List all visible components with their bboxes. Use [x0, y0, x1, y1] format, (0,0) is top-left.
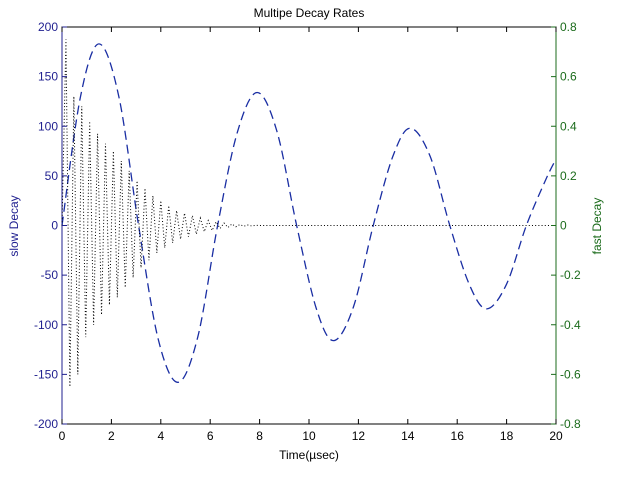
left-tick-label: 50: [45, 169, 59, 183]
chart-title: Multipe Decay Rates: [254, 6, 365, 20]
series-line-slow-decay: [61, 43, 557, 383]
left-tick-label: -200: [34, 417, 58, 431]
bottom-tick-label: 6: [207, 429, 214, 443]
right-tick-label: 0: [560, 219, 567, 233]
y-axis-label-right: fast Decay: [590, 198, 604, 255]
left-tick-label: -100: [34, 318, 58, 332]
plot-area: [61, 26, 557, 425]
left-tick-label: 0: [51, 219, 58, 233]
right-axis: -0.8 -0.6 -0.4 -0.2 0 0.2 0.4 0.6 0.8: [551, 20, 581, 431]
plot-frame: [61, 26, 557, 425]
bottom-tick-label: 0: [59, 429, 66, 443]
right-tick-label: 0.4: [560, 119, 577, 133]
right-tick-label: -0.6: [560, 367, 581, 381]
left-tick-label: -50: [41, 268, 59, 282]
right-tick-label: -0.2: [560, 268, 581, 282]
left-axis: -200 -150 -100 -50 0 50 100 150 200: [34, 20, 67, 431]
left-tick-label: 200: [38, 20, 58, 34]
bottom-tick-label: 14: [401, 429, 415, 443]
right-tick-label: 0.6: [560, 70, 577, 84]
left-tick-label: 150: [38, 70, 58, 84]
left-tick-label: 100: [38, 119, 58, 133]
x-axis-label: Time(µsec): [279, 448, 339, 462]
left-tick-label: -150: [34, 367, 58, 381]
bottom-tick-label: 18: [500, 429, 514, 443]
y-axis-label-left: slow Decay: [7, 195, 21, 256]
right-tick-label: -0.8: [560, 417, 581, 431]
right-tick-label: -0.4: [560, 318, 581, 332]
bottom-tick-label: 20: [549, 429, 563, 443]
bottom-tick-label: 2: [108, 429, 115, 443]
bottom-tick-label: 4: [157, 429, 164, 443]
right-tick-label: 0.2: [560, 169, 577, 183]
bottom-tick-label: 16: [451, 429, 465, 443]
bottom-tick-label: 12: [352, 429, 366, 443]
series-line-fast-decay: [61, 39, 556, 387]
bottom-tick-label: 8: [256, 429, 263, 443]
bottom-tick-label: 10: [302, 429, 316, 443]
right-tick-label: 0.8: [560, 20, 577, 34]
bottom-axis: 0 2 4 6 8 10 12 14 16 18 20: [59, 27, 563, 443]
